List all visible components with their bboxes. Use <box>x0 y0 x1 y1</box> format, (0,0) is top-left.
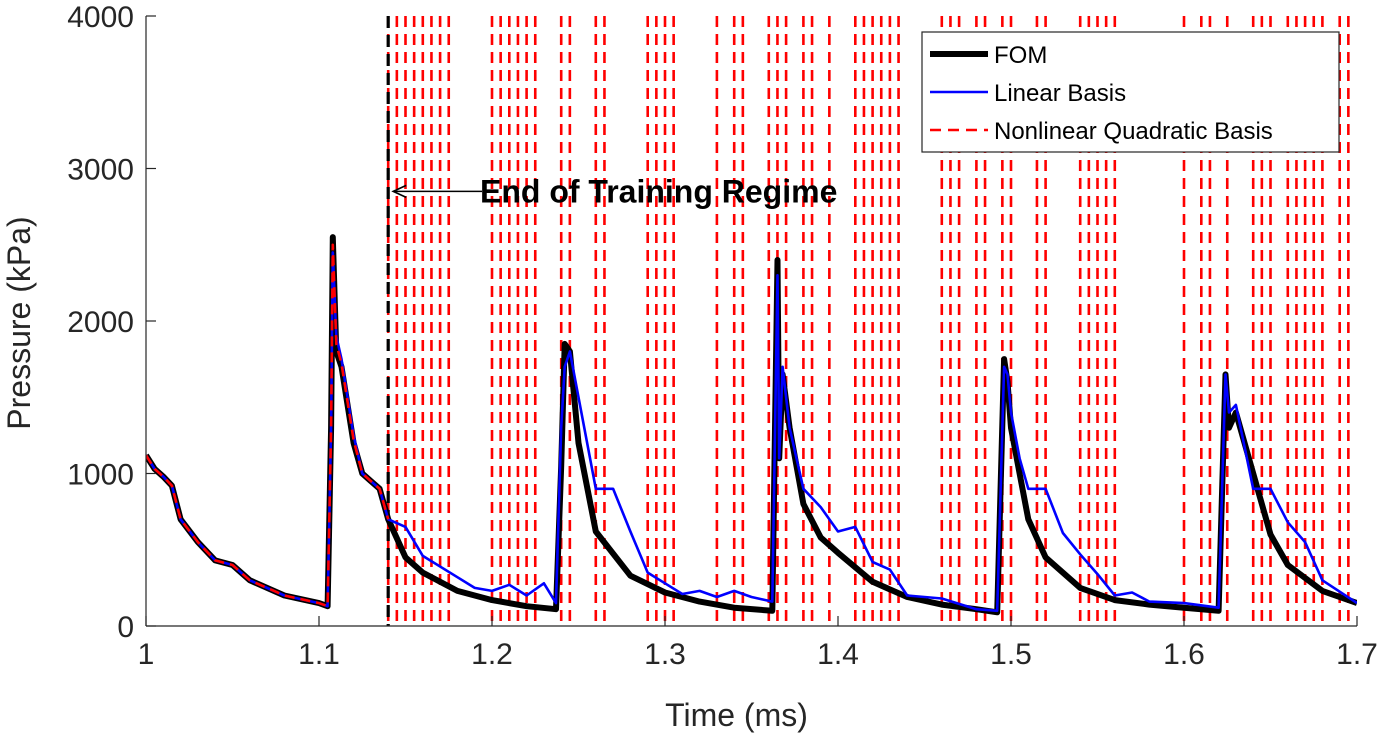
annotation-arrow-head <box>391 184 407 199</box>
legend-box <box>921 31 1340 153</box>
annotation-layer: End of Training Regime <box>391 173 837 209</box>
series-layer <box>146 234 1357 616</box>
y-tick-label-3: 3000 <box>67 154 134 187</box>
x-tick-label-4: 1.4 <box>817 638 859 671</box>
x-axis-label: Time (ms) <box>665 697 808 733</box>
y-axis-label: Pressure (kPa) <box>1 216 37 429</box>
y-tick-label-0: 0 <box>117 611 134 644</box>
series-nonlinear-quadratic-line <box>146 243 390 608</box>
legend-item-nonlinear-quadratic-basis: Nonlinear Quadratic Basis <box>930 118 1273 145</box>
legend-item-nonlinear-quadratic-basis-label: Nonlinear Quadratic Basis <box>994 118 1273 145</box>
legend: FOM Linear Basis Nonlinear Quadratic Basis <box>921 31 1340 153</box>
series-linear-basis-line <box>146 251 1357 613</box>
legend-item-fom: FOM <box>930 42 1047 69</box>
legend-item-fom-label: FOM <box>994 42 1047 69</box>
x-tick-label-6: 1.6 <box>1163 638 1205 671</box>
x-tick-label-1: 1.1 <box>298 638 340 671</box>
y-tick-label-2: 2000 <box>67 306 134 339</box>
y-tick-label-4: 4000 <box>67 1 134 34</box>
vertical-dashed-lines <box>386 16 1350 626</box>
x-tick-label-3: 1.3 <box>644 638 686 671</box>
x-tick-label-2: 1.2 <box>471 638 513 671</box>
legend-item-linear-basis: Linear Basis <box>930 80 1126 107</box>
y-tick-label-1: 1000 <box>67 459 134 492</box>
legend-item-linear-basis-label: Linear Basis <box>994 80 1126 107</box>
annotation-text: End of Training Regime <box>480 173 837 209</box>
x-tick-label-0: 1 <box>138 638 155 671</box>
x-tick-label-5: 1.5 <box>990 638 1032 671</box>
x-tick-label-7: 1.7 <box>1336 638 1378 671</box>
